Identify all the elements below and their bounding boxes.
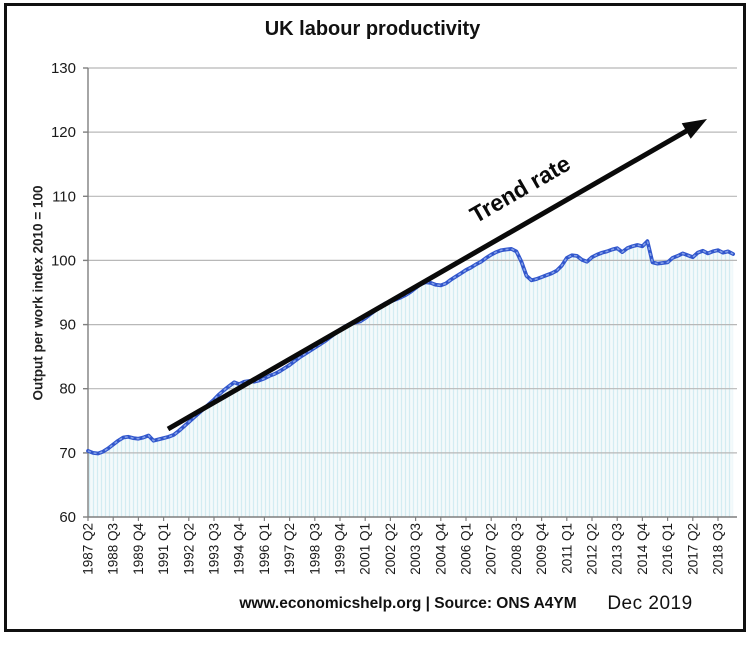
x-tick-label: 2008 Q3	[509, 523, 524, 575]
x-tick-label: 2014 Q4	[635, 523, 650, 575]
x-tick-label: 1996 Q1	[257, 523, 272, 575]
x-tick-label: 2004 Q4	[433, 523, 448, 575]
y-tick-label: 70	[59, 445, 76, 462]
trend-arrow-head	[681, 119, 707, 139]
x-tick-label: 2002 Q2	[383, 523, 398, 575]
footer-date: Dec 2019	[607, 593, 693, 614]
chart-title: UK labour productivity	[264, 18, 481, 40]
y-tick-label: 90	[59, 317, 76, 334]
y-tick-label: 120	[51, 124, 76, 141]
x-tick-label: 2018 Q3	[711, 523, 726, 575]
footer-source: www.economicshelp.org | Source: ONS A4YM	[239, 595, 577, 612]
x-tick-label: 2006 Q1	[459, 523, 474, 575]
trend-rate-label: Trend rate	[465, 150, 574, 228]
x-tick-label: 2017 Q2	[685, 523, 700, 575]
y-tick-label: 100	[51, 252, 76, 269]
x-tick-label: 1997 Q2	[282, 523, 297, 575]
x-tick-label: 1988 Q3	[106, 523, 121, 575]
x-tick-label: 1993 Q3	[207, 523, 222, 575]
x-tick-label: 2011 Q1	[559, 523, 574, 574]
x-tick-label: 1989 Q4	[131, 523, 146, 575]
x-tick-label: 2009 Q4	[534, 523, 549, 575]
y-tick-label: 80	[59, 381, 76, 398]
x-tick-label: 2012 Q2	[585, 523, 600, 575]
y-tick-label: 60	[59, 509, 76, 526]
x-tick-label: 1998 Q3	[307, 523, 322, 575]
x-tick-label: 2016 Q1	[660, 523, 675, 575]
y-tick-label: 110	[52, 188, 76, 205]
x-tick-label: 2013 Q3	[610, 523, 625, 575]
x-tick-label: 1987 Q2	[81, 523, 96, 575]
x-tick-label: 1999 Q4	[333, 523, 348, 575]
x-tick-label: 2003 Q3	[408, 523, 423, 575]
x-tick-label: 1991 Q1	[156, 523, 171, 575]
x-tick-label: 1992 Q2	[181, 523, 196, 575]
x-tick-label: 2001 Q1	[358, 523, 373, 575]
x-tick-label: 2007 Q2	[484, 523, 499, 575]
area-fill	[88, 241, 734, 517]
x-tick-label: 1994 Q4	[232, 523, 247, 575]
y-tick-label: 130	[51, 60, 76, 77]
trend-arrow	[166, 126, 692, 432]
